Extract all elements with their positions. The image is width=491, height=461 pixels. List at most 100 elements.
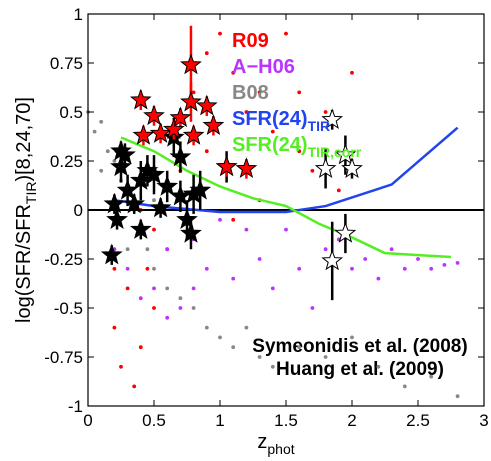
data-point (231, 70, 236, 75)
data-point (165, 247, 170, 252)
y-axis-label: log(SFR/SFRTIR)[8,24,70] (13, 97, 39, 323)
x-tick-label: 1.5 (274, 411, 298, 430)
data-point (145, 247, 150, 252)
data-point (125, 266, 130, 271)
data-point (152, 266, 156, 271)
star-marker (143, 163, 165, 184)
data-point (323, 355, 328, 359)
y-tick-label: -0.75 (44, 348, 83, 367)
data-point (244, 227, 249, 232)
star-marker (341, 157, 363, 179)
data-point (112, 266, 117, 271)
data-point (138, 345, 143, 350)
data-point (297, 149, 302, 154)
legend-label-sub: TIR (308, 118, 331, 134)
data-point (218, 217, 222, 222)
legend-label: SFR(24) (232, 134, 308, 156)
star-marker (321, 249, 344, 271)
data-point (204, 266, 209, 271)
data-point (310, 306, 315, 310)
x-tick-label: 0.5 (142, 411, 166, 430)
x-tick-label: 3 (479, 411, 488, 430)
data-point (112, 325, 117, 330)
y-tick-label: 0.75 (50, 54, 83, 73)
data-point (284, 227, 288, 232)
star-marker (129, 218, 152, 239)
star-marker (180, 90, 202, 112)
star-marker (123, 192, 146, 214)
data-point (284, 31, 288, 36)
data-point (350, 266, 354, 271)
star-marker (176, 208, 198, 230)
data-point (336, 188, 341, 193)
star-marker (132, 124, 155, 145)
data-point (323, 247, 328, 252)
data-point (455, 261, 460, 265)
data-point (178, 306, 183, 310)
data-point (257, 355, 262, 359)
data-point (402, 384, 407, 389)
data-point (416, 257, 420, 261)
data-point (270, 364, 275, 369)
data-point (402, 266, 407, 271)
data-point (138, 296, 143, 301)
star-marker (169, 106, 192, 128)
data-point (152, 198, 156, 203)
data-point (231, 217, 236, 222)
data-point (257, 90, 262, 95)
star-marker (334, 222, 357, 243)
data-point (310, 168, 315, 173)
y-tick-label: 0.25 (50, 152, 83, 171)
annotation: Symeonidis et al. (2008) (252, 336, 467, 357)
star-marker (180, 53, 202, 75)
data-point (270, 129, 275, 134)
data-point (191, 306, 196, 310)
legend-label: SFR(24) (232, 108, 308, 130)
data-point (350, 70, 354, 75)
star-marker (114, 143, 136, 165)
star-marker (182, 124, 205, 145)
data-point (191, 90, 196, 95)
y-tick-label: 0 (74, 201, 83, 220)
data-point (257, 257, 262, 261)
data-point (350, 335, 354, 340)
data-point (165, 315, 170, 320)
data-point (92, 129, 97, 134)
x-tick-label: 2 (347, 411, 356, 430)
star-marker (202, 114, 225, 135)
y-tick-label: 0.5 (59, 103, 83, 122)
y-tick-label: -0.25 (44, 250, 83, 269)
data-point (297, 345, 302, 350)
data-point (218, 31, 222, 36)
star-marker (100, 243, 123, 265)
data-point (204, 149, 209, 154)
star-marker (103, 192, 126, 214)
data-point (429, 266, 434, 271)
line (120, 136, 452, 259)
data-point (112, 159, 117, 163)
star-marker (334, 143, 357, 165)
data-point (429, 374, 434, 379)
data-point (152, 227, 156, 232)
data-point (442, 262, 447, 267)
star-marker (149, 122, 172, 143)
legend-entry: A−H06 (232, 56, 295, 78)
data-point (363, 257, 368, 261)
data-point (178, 296, 183, 301)
star-marker (314, 157, 337, 179)
star-marker (321, 108, 344, 130)
data-point (204, 51, 209, 56)
star-marker (129, 88, 152, 110)
legend-label: R09 (232, 30, 269, 52)
star-marker (215, 155, 238, 177)
x-axis-label: zphot (257, 431, 294, 457)
legend-label: A−H06 (232, 56, 295, 78)
star-marker (189, 178, 212, 200)
data-point (105, 149, 110, 154)
data-point (244, 110, 249, 114)
data-point (99, 119, 104, 124)
x-tick-label: 2.5 (406, 411, 430, 430)
legend-entry: B08 (232, 82, 269, 104)
legend-label: B08 (232, 82, 269, 104)
